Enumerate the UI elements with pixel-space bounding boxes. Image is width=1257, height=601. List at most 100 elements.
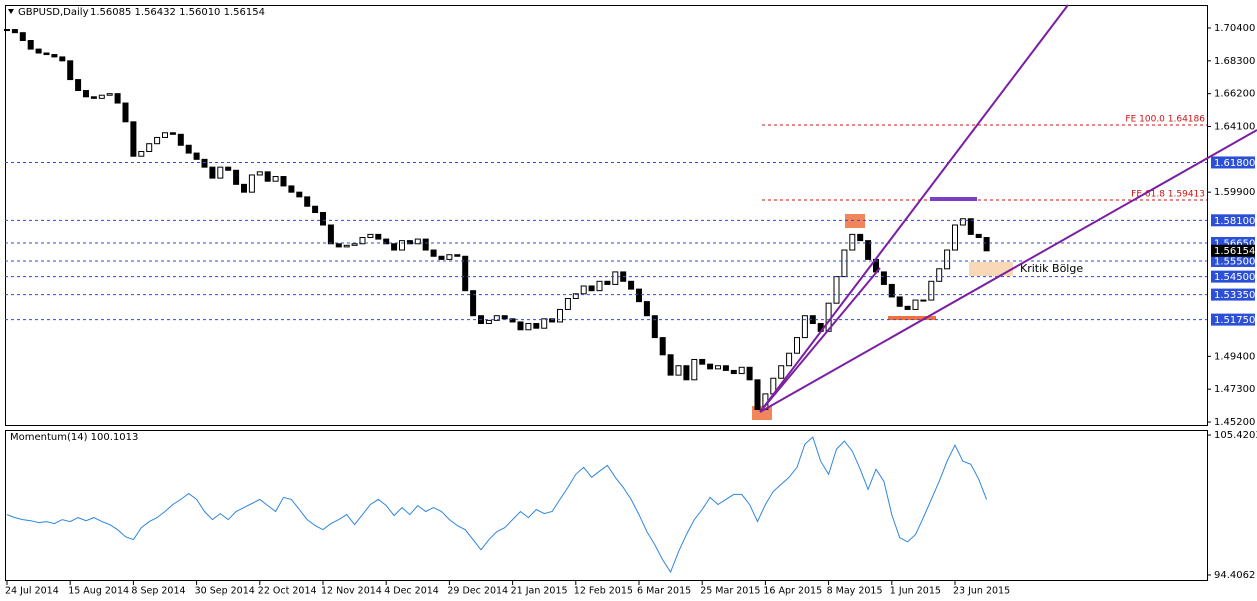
candle [304, 196, 311, 207]
candle [320, 211, 326, 226]
candle [27, 39, 34, 50]
candle [138, 151, 145, 157]
critical-zone [969, 262, 1013, 276]
candle [493, 315, 500, 321]
candle [928, 280, 935, 301]
last-price-box [1211, 244, 1255, 257]
candle [217, 166, 224, 179]
candle [422, 238, 429, 251]
candle [920, 299, 927, 302]
candle [335, 243, 342, 248]
candle [612, 271, 619, 285]
level-box [1211, 254, 1255, 267]
y-tick-label: 1.66200 [1214, 89, 1255, 100]
candle [588, 285, 595, 292]
candle [699, 358, 706, 365]
y-tick-label: 1.47300 [1214, 384, 1255, 395]
level-label: 1.55500 [1214, 256, 1255, 267]
candle [233, 169, 240, 185]
candle [59, 56, 66, 62]
candle [509, 318, 516, 323]
level-label: 1.58100 [1214, 216, 1255, 227]
candle [912, 299, 919, 310]
candle [19, 32, 26, 41]
candle [343, 244, 350, 248]
y-tick-label: 1.70400 [1214, 23, 1255, 34]
x-tick-label: 12 Nov 2014 [321, 586, 382, 597]
candle [485, 319, 492, 325]
candle [794, 337, 800, 354]
candle [730, 369, 737, 375]
candle [375, 233, 382, 240]
candle [383, 238, 390, 245]
candle [399, 240, 405, 251]
candle [833, 276, 840, 304]
candle [312, 205, 319, 213]
momentum-line [6, 436, 988, 574]
marker-bottom [888, 316, 936, 320]
candle [896, 296, 903, 307]
marker-top [930, 197, 977, 201]
level-box [1211, 214, 1255, 227]
candle [936, 268, 943, 282]
candle [667, 354, 674, 376]
candle [43, 52, 50, 56]
candle [533, 323, 540, 329]
x-tick-label: 16 Apr 2015 [763, 586, 822, 597]
y-tick-label: 1.59900 [1214, 187, 1255, 198]
candle [67, 60, 74, 81]
last-price-label: 1.56154 [1214, 246, 1255, 257]
level-label: 1.51750 [1214, 315, 1255, 326]
candle [786, 352, 793, 367]
candle [367, 233, 374, 239]
level-box [1211, 156, 1255, 169]
trend-line [759, 267, 881, 413]
candle [801, 315, 808, 339]
x-tick-label: 29 Dec 2014 [447, 586, 508, 597]
candle [98, 94, 105, 99]
candle [580, 285, 587, 295]
candle [11, 29, 18, 34]
x-tick-label: 8 May 2015 [827, 586, 883, 597]
candle [643, 301, 650, 317]
candle [209, 166, 216, 179]
candle [225, 166, 232, 171]
trend-line [759, 129, 1257, 413]
candle [628, 280, 635, 290]
x-tick-label: 6 Mar 2015 [637, 586, 691, 597]
candle [691, 358, 698, 381]
candle [541, 318, 548, 329]
x-tick-label: 24 Jul 2014 [5, 586, 59, 597]
candle [193, 152, 200, 160]
ohlc-values: 1.56085 1.56432 1.56010 1.56154 [90, 7, 265, 18]
axes: 1.70400 1.68300 1.66200 1.64100 1.59900 1.494… [5, 23, 1257, 597]
candle [446, 254, 453, 260]
candle [572, 293, 579, 299]
candle [904, 305, 911, 310]
candle [4, 29, 10, 32]
candle [454, 254, 461, 257]
main-window [5, 5, 1208, 426]
x-tick-label: 30 Sep 2014 [195, 586, 255, 597]
candle [557, 308, 563, 323]
candle [162, 132, 168, 138]
candle [865, 240, 872, 260]
candle [738, 366, 745, 375]
x-tick-label: 12 Feb 2015 [574, 586, 633, 597]
y-tick-label: 1.49400 [1214, 351, 1255, 362]
candle [549, 318, 556, 323]
menu-arrow[interactable] [8, 9, 14, 14]
y-tick-label: 1.68300 [1214, 56, 1255, 67]
candle [983, 237, 990, 252]
candle [944, 249, 951, 270]
y-tick-label: 105.4203 [1214, 430, 1257, 441]
candle [501, 315, 508, 320]
y-tick-label: 94.4062 [1214, 570, 1255, 581]
candle [430, 249, 437, 257]
candle [185, 144, 192, 154]
candle [517, 321, 524, 331]
candle [177, 133, 184, 146]
candle [414, 238, 421, 245]
candle [280, 176, 287, 187]
